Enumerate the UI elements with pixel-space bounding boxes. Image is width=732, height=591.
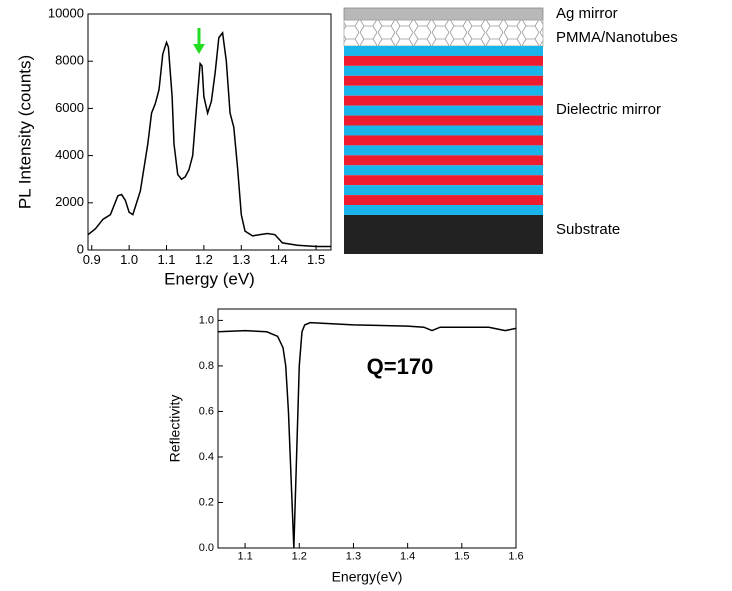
y-tick-label: 10000 xyxy=(48,5,84,20)
y-tick-label: 0.0 xyxy=(199,542,214,554)
diagram-label: Ag mirror xyxy=(556,5,618,22)
x-tick-label: 1.4 xyxy=(270,252,288,267)
layer-diagram: Ag mirror PMMA/Nanotubes Dielectric mirr… xyxy=(343,5,678,254)
chart: 0.9 1.0 1.1 1.2 1.3 1.4 1.5 0 2000 4000 6000 8000 10… xyxy=(15,5,332,288)
arrow xyxy=(193,28,205,54)
data-line xyxy=(87,31,331,248)
mirror-stripe xyxy=(344,125,543,136)
x-axis-label: Energy (eV) xyxy=(164,269,255,288)
data-line xyxy=(217,321,517,549)
ag-layer xyxy=(343,7,544,21)
x-tick-label: 1.5 xyxy=(454,551,469,563)
y-axis-label: PL Intensity (counts) xyxy=(15,55,34,209)
y-tick-label: 6000 xyxy=(55,100,84,115)
y-tick-label: 0.4 xyxy=(199,451,214,463)
mirror-stripe xyxy=(344,105,543,116)
plot-frame xyxy=(217,308,517,549)
mirror-stripe xyxy=(344,95,543,106)
mirror-stripe xyxy=(344,155,543,166)
x-tick-label: 1.4 xyxy=(400,551,415,563)
x-tick-label: 1.5 xyxy=(307,252,325,267)
mirror-stripe xyxy=(344,205,543,215)
x-tick-label: 1.0 xyxy=(120,252,138,267)
plot-frame xyxy=(87,13,332,251)
mirror-stripe xyxy=(344,46,543,56)
diagram-label: Dielectric mirror xyxy=(556,101,661,118)
mirror-stripe xyxy=(344,185,543,196)
chart: 1.1 1.2 1.3 1.4 1.5 1.6 0.0 0.2 0.4 0.6 0.8 1.0 Ener… xyxy=(167,308,524,585)
mirror-stripe xyxy=(344,65,543,76)
y-tick-label: 0.6 xyxy=(199,405,214,417)
mirror-stripe xyxy=(344,75,543,86)
y-tick-label: 1.0 xyxy=(199,314,214,326)
x-tick-label: 1.1 xyxy=(157,252,175,267)
mirror-stripe xyxy=(344,175,543,186)
nanotube-layer xyxy=(343,19,544,47)
mirror-stripe xyxy=(344,165,543,176)
mirror-stripe xyxy=(344,145,543,156)
y-tick-label: 8000 xyxy=(55,53,84,68)
mirror-stripe xyxy=(344,85,543,96)
x-axis-label: Energy(eV) xyxy=(332,569,403,585)
x-tick-label: 1.3 xyxy=(232,252,250,267)
x-tick-label: 1.2 xyxy=(195,252,213,267)
y-tick-label: 4000 xyxy=(55,147,84,162)
mirror-stripe xyxy=(344,195,543,206)
mirror-stripe xyxy=(344,115,543,126)
mirror-stripe xyxy=(344,55,543,66)
diagram-label: PMMA/Nanotubes xyxy=(556,29,678,46)
substrate-layer xyxy=(344,215,543,254)
y-tick-label: 2000 xyxy=(55,194,84,209)
y-axis-label: Reflectivity xyxy=(167,395,183,463)
diagram-label: Substrate xyxy=(556,221,620,238)
y-tick-label: 0 xyxy=(77,241,84,256)
x-tick-label: 1.1 xyxy=(237,551,252,563)
x-tick-label: 1.2 xyxy=(292,551,307,563)
mirror-stripe xyxy=(344,135,543,146)
y-tick-label: 0.8 xyxy=(199,360,214,372)
x-tick-label: 0.9 xyxy=(83,252,101,267)
y-tick-label: 0.2 xyxy=(199,496,214,508)
x-tick-label: 1.3 xyxy=(346,551,361,563)
x-tick-label: 1.6 xyxy=(508,551,523,563)
annotation: Q=170 xyxy=(367,354,434,379)
